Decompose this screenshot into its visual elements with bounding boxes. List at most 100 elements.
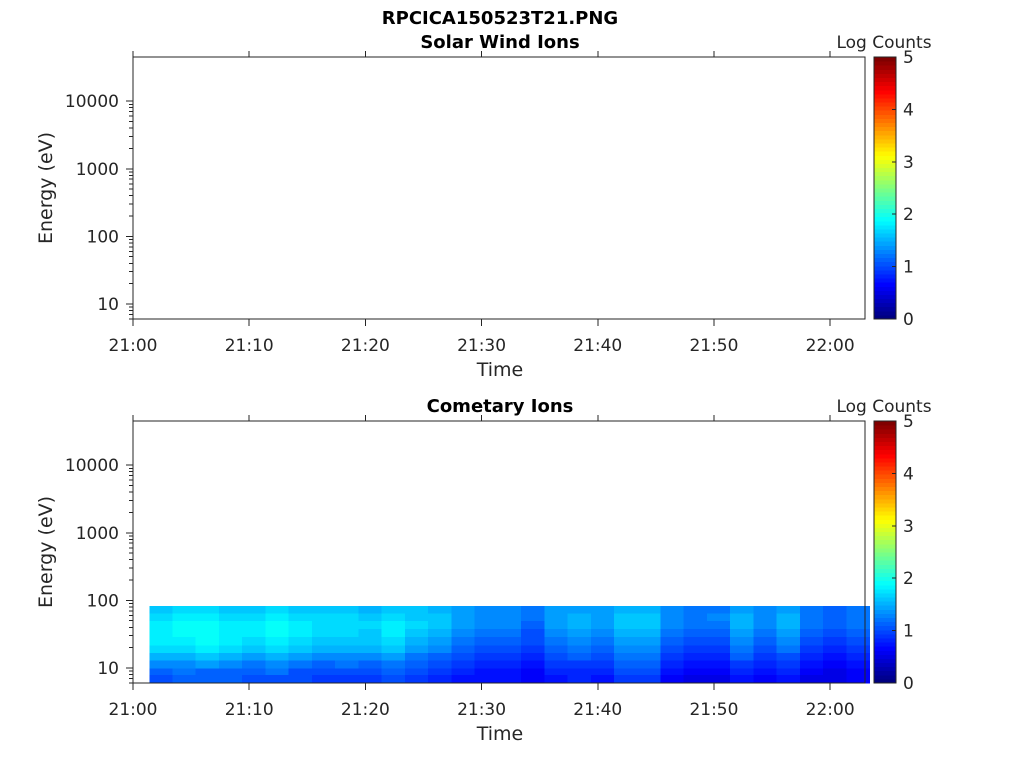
y-axis-ticks: 10 100 1000 10000 bbox=[65, 456, 133, 684]
heatmap-cell bbox=[846, 620, 871, 630]
heatmap-cell bbox=[218, 628, 243, 638]
heatmap-cell bbox=[149, 652, 173, 661]
heatmap-cell bbox=[730, 652, 754, 661]
colorbar-swatch bbox=[874, 122, 896, 128]
colorbar-swatch bbox=[874, 298, 896, 304]
colorbar-swatch bbox=[874, 466, 896, 471]
heatmap-cell bbox=[567, 652, 592, 661]
heatmap-cell bbox=[683, 636, 708, 646]
heatmap-cell bbox=[195, 668, 220, 675]
heatmap-cell bbox=[521, 620, 545, 630]
heatmap-cell bbox=[567, 636, 592, 646]
heatmap-cell bbox=[521, 668, 545, 675]
heatmap-cell bbox=[823, 660, 847, 669]
heatmap-cell bbox=[428, 660, 452, 669]
heatmap-cell bbox=[428, 613, 452, 622]
heatmap-cell bbox=[451, 668, 475, 675]
heatmap-cell bbox=[242, 644, 266, 653]
colorbar-swatch bbox=[874, 126, 896, 132]
heatmap-cell bbox=[358, 606, 383, 614]
colorbar-swatch bbox=[874, 617, 896, 623]
heatmap-cell bbox=[753, 613, 778, 622]
heatmap-cell bbox=[404, 668, 429, 675]
colorbar-swatch bbox=[874, 208, 896, 214]
heatmap-cell bbox=[706, 606, 731, 614]
colorbar-swatch bbox=[874, 523, 896, 528]
heatmap-cell bbox=[195, 613, 220, 622]
heatmap-cell bbox=[149, 620, 173, 630]
colorbar-swatch bbox=[874, 257, 896, 263]
heatmap-cell bbox=[683, 606, 708, 614]
heatmap-cell bbox=[753, 620, 778, 630]
heatmap-cell bbox=[381, 636, 406, 646]
colorbar-swatch bbox=[874, 212, 896, 218]
heatmap-cell bbox=[358, 674, 383, 684]
heatmap-cell bbox=[730, 674, 754, 684]
colorbar-swatch bbox=[874, 220, 896, 226]
heatmap-cell bbox=[846, 606, 871, 614]
heatmap-cell bbox=[451, 613, 475, 622]
heatmap-cell bbox=[590, 628, 615, 638]
heatmap-cell bbox=[288, 613, 313, 622]
heatmap-cell bbox=[358, 620, 383, 630]
solar-wind-panel: Solar Wind Ions 21:00 21:10 21:20 21:30 21:4… bbox=[35, 32, 932, 381]
heatmap-cell bbox=[311, 620, 336, 630]
colorbar-swatch bbox=[874, 592, 896, 598]
heatmap-cell bbox=[288, 652, 313, 661]
colorbar-swatch bbox=[874, 449, 896, 455]
heatmap-cell bbox=[242, 652, 266, 661]
heatmap-cell bbox=[497, 674, 522, 684]
heatmap-cell bbox=[637, 652, 661, 661]
colorbar-swatch bbox=[874, 130, 896, 136]
colorbar-swatch bbox=[874, 662, 896, 668]
heatmap-cell bbox=[637, 660, 661, 669]
colorbar-swatch bbox=[874, 425, 896, 430]
colorbar-swatch bbox=[874, 601, 896, 606]
heatmap-cell bbox=[799, 620, 824, 630]
colorbar-swatch bbox=[874, 433, 896, 438]
colorbar-swatch bbox=[874, 278, 896, 283]
colorbar-swatch bbox=[874, 159, 896, 164]
colorbar-swatch bbox=[874, 265, 896, 271]
colorbar-swatch bbox=[874, 539, 896, 545]
heatmap-cell bbox=[776, 668, 801, 675]
colorbar-swatch bbox=[874, 294, 896, 300]
colorbar-swatch bbox=[874, 188, 896, 193]
colorbar-swatch bbox=[874, 527, 896, 533]
heatmap-cell bbox=[172, 652, 197, 661]
heatmap-cells bbox=[149, 606, 871, 684]
heatmap-cell bbox=[683, 652, 708, 661]
heatmap-cell bbox=[451, 628, 475, 638]
heatmap-cell bbox=[706, 644, 731, 653]
heatmap-cell bbox=[311, 613, 336, 622]
colorbar-swatch bbox=[874, 531, 896, 537]
heatmap-cell bbox=[242, 660, 266, 669]
heatmap-cell bbox=[660, 606, 685, 614]
colorbar-swatch bbox=[874, 584, 896, 590]
heatmap-cell bbox=[358, 628, 383, 638]
x-tick-label: 21:10 bbox=[225, 336, 274, 356]
x-tick-label: 21:30 bbox=[457, 700, 506, 720]
colorbar-swatch bbox=[874, 171, 896, 177]
heatmap-cell bbox=[172, 620, 197, 630]
colorbar-swatch bbox=[874, 310, 896, 316]
heatmap-cell bbox=[776, 613, 801, 622]
x-tick-label: 22:00 bbox=[806, 336, 855, 356]
colorbar-swatch bbox=[874, 175, 896, 181]
colorbar-swatch bbox=[874, 216, 896, 222]
colorbar-frame bbox=[873, 56, 897, 320]
colorbar-swatch bbox=[874, 613, 896, 618]
colorbar-swatch bbox=[874, 511, 896, 516]
heatmap-cell bbox=[451, 652, 475, 661]
colorbar-swatch bbox=[874, 621, 896, 627]
heatmap-cell bbox=[358, 660, 383, 669]
heatmap-cell bbox=[776, 674, 801, 684]
heatmap-cell bbox=[544, 644, 568, 653]
heatmap-cell bbox=[683, 660, 708, 669]
heatmap-cell bbox=[823, 613, 847, 622]
heatmap-cell bbox=[730, 628, 754, 638]
heatmap-cell bbox=[428, 674, 452, 684]
colorbar-swatch bbox=[874, 646, 896, 651]
colorbar-swatch bbox=[874, 519, 896, 524]
heatmap-cell bbox=[404, 652, 429, 661]
